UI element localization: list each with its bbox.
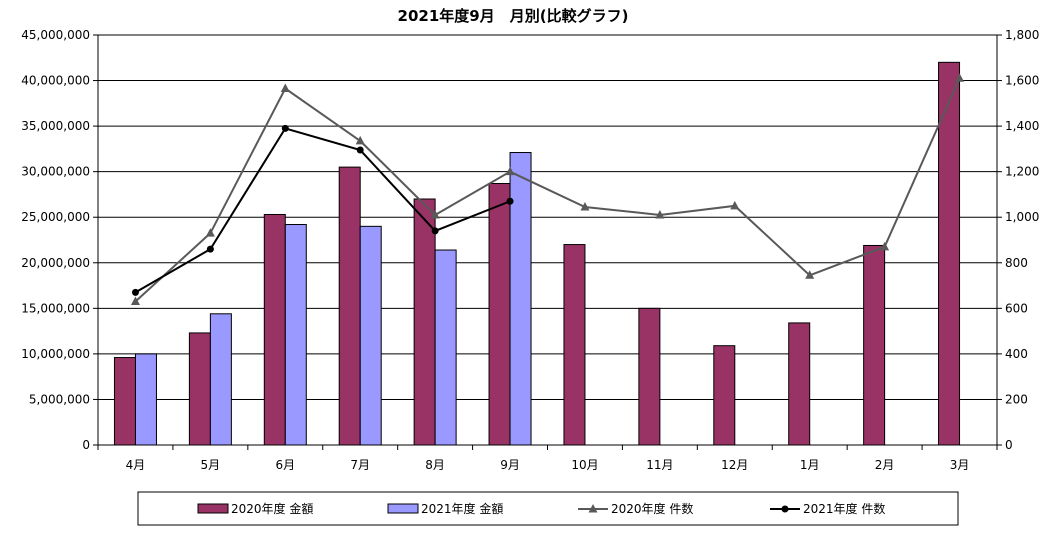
y-left-tick-label: 10,000,000 — [21, 347, 90, 361]
point — [505, 166, 515, 176]
y-left-tick-label: 0 — [82, 438, 90, 452]
legend-label: 2020年度 件数 — [611, 501, 693, 516]
y-right-tick-label: 1,800 — [1005, 28, 1039, 42]
bar — [863, 244, 886, 446]
point — [730, 200, 740, 210]
point — [355, 135, 365, 145]
y-right-tick-label: 400 — [1005, 347, 1028, 361]
bar — [284, 224, 307, 446]
chart-title: 2021年度9月 月別(比較グラフ) — [398, 7, 629, 25]
bar — [509, 152, 532, 446]
bar — [434, 249, 457, 446]
legend-box — [137, 491, 959, 526]
bar — [209, 313, 232, 446]
x-tick-label: 5月 — [201, 458, 221, 472]
bar — [338, 166, 361, 446]
point — [430, 209, 440, 219]
x-tick-label: 12月 — [721, 458, 748, 472]
y-right-tick-label: 600 — [1005, 301, 1028, 315]
y-left-tick-label: 15,000,000 — [21, 301, 90, 315]
legend: 2020年度 金額 2021年度 金額 2020年度 件数 2021年度 件数 — [137, 491, 959, 526]
legend-marker — [588, 504, 598, 513]
y-right-tick-label: 0 — [1005, 438, 1013, 452]
bar — [788, 322, 811, 446]
x-tick-label: 2月 — [875, 458, 895, 472]
point — [955, 73, 965, 82]
y-right-tick-label: 1,400 — [1005, 119, 1039, 133]
legend-marker — [781, 505, 789, 513]
y-right-tick-label: 200 — [1005, 392, 1028, 406]
y-right-tick-label: 1,600 — [1005, 74, 1039, 88]
y-left-tick-label: 35,000,000 — [21, 119, 90, 133]
bar — [359, 225, 382, 446]
bar — [413, 198, 436, 446]
y-left-tick-label: 30,000,000 — [21, 165, 90, 179]
bars — [113, 61, 961, 446]
point — [356, 146, 364, 154]
y-left-tick-label: 5,000,000 — [29, 392, 90, 406]
point — [580, 201, 590, 211]
point — [805, 270, 815, 279]
bar — [563, 244, 586, 446]
point — [431, 227, 439, 235]
legend-label: 2020年度 金額 — [231, 501, 313, 516]
y-right-tick-label: 1,200 — [1005, 165, 1039, 179]
y-left-tick-label: 20,000,000 — [21, 256, 90, 270]
point — [880, 241, 890, 251]
y-right-tick-label: 1,000 — [1005, 210, 1039, 224]
point — [655, 209, 665, 219]
legend-swatch — [197, 503, 229, 514]
bar — [113, 357, 136, 446]
series-line — [134, 127, 511, 294]
x-tick-label: 10月 — [571, 458, 598, 472]
x-tick-label: 1月 — [800, 458, 820, 472]
axes: 0 5,000,000 10,000,000 15,000,000 20,000,000… — [21, 28, 1039, 472]
bar — [488, 183, 511, 446]
x-tick-label: 6月 — [275, 458, 295, 472]
y-left-tick-label: 25,000,000 — [21, 210, 90, 224]
legend-swatch — [387, 503, 419, 514]
point — [506, 197, 514, 205]
legend-label: 2021年度 件数 — [803, 501, 885, 516]
bar — [188, 332, 211, 446]
x-tick-label: 9月 — [500, 458, 520, 472]
gridlines — [98, 80, 997, 400]
point — [280, 83, 290, 93]
bar — [713, 345, 736, 446]
point — [131, 288, 139, 296]
point — [281, 124, 289, 132]
series-line — [134, 77, 961, 303]
x-tick-label: 4月 — [126, 458, 146, 472]
point — [130, 296, 140, 305]
bar — [134, 353, 157, 446]
bar — [263, 213, 286, 446]
lines — [130, 73, 965, 305]
plot-area — [97, 34, 998, 446]
x-tick-label: 3月 — [950, 458, 970, 472]
y-left-tick-label: 40,000,000 — [21, 74, 90, 88]
x-tick-label: 11月 — [646, 458, 673, 472]
legend-label: 2021年度 金額 — [421, 501, 503, 516]
x-tick-label: 8月 — [425, 458, 445, 472]
bar — [638, 307, 661, 446]
x-tick-label: 7月 — [350, 458, 370, 472]
point — [206, 245, 214, 253]
y-left-tick-label: 45,000,000 — [21, 28, 90, 42]
point — [205, 228, 215, 237]
y-right-tick-label: 800 — [1005, 256, 1028, 270]
